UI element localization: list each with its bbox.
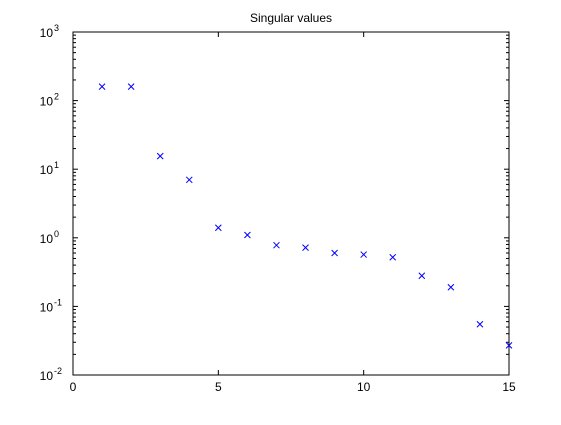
data-point <box>360 251 368 258</box>
y-tick-label-exponent: 1 <box>54 160 59 170</box>
data-point <box>476 320 484 328</box>
y-tick-label-exponent: -1 <box>54 297 62 307</box>
data-point <box>273 241 280 249</box>
y-tick-label: 10 1 <box>40 160 59 177</box>
markers-group <box>98 83 513 349</box>
data-point <box>98 83 106 90</box>
data-point <box>447 283 455 291</box>
y-tick-label-base: 10 <box>40 232 54 246</box>
y-tick-label-exponent: -2 <box>54 366 62 376</box>
data-point <box>331 249 338 257</box>
y-tick-label: 10 -1 <box>40 297 62 314</box>
plot-area <box>72 31 510 376</box>
y-tick-label-base: 10 <box>40 369 54 383</box>
y-tick-label: 10 0 <box>40 229 59 246</box>
data-point <box>214 224 222 232</box>
y-tick-label-base: 10 <box>40 26 54 40</box>
data-point <box>127 83 135 90</box>
y-tick-label-exponent: 2 <box>54 92 59 102</box>
data-point <box>244 231 251 239</box>
y-tick-label-exponent: 3 <box>54 23 59 33</box>
data-point <box>185 176 193 184</box>
y-tick-label-exponent: 0 <box>54 229 59 239</box>
x-tick-label: 10 <box>357 380 371 394</box>
y-tick-label: 10 -2 <box>40 366 62 383</box>
y-tick-label: 10 3 <box>40 23 59 40</box>
ticks-group <box>72 31 510 376</box>
x-tick-label: 15 <box>502 380 516 394</box>
chart-title: Singular values <box>250 11 332 25</box>
data-point <box>389 253 397 261</box>
data-point <box>302 244 309 251</box>
y-tick-label-base: 10 <box>40 163 54 177</box>
y-tick-label: 10 2 <box>40 92 59 109</box>
y-tick-label-base: 10 <box>40 300 54 314</box>
x-tick-label: 5 <box>215 380 222 394</box>
y-tick-label-base: 10 <box>40 95 54 109</box>
x-tick-label: 0 <box>70 380 77 394</box>
data-point <box>156 152 164 160</box>
data-point <box>505 342 513 349</box>
data-point <box>418 272 426 280</box>
